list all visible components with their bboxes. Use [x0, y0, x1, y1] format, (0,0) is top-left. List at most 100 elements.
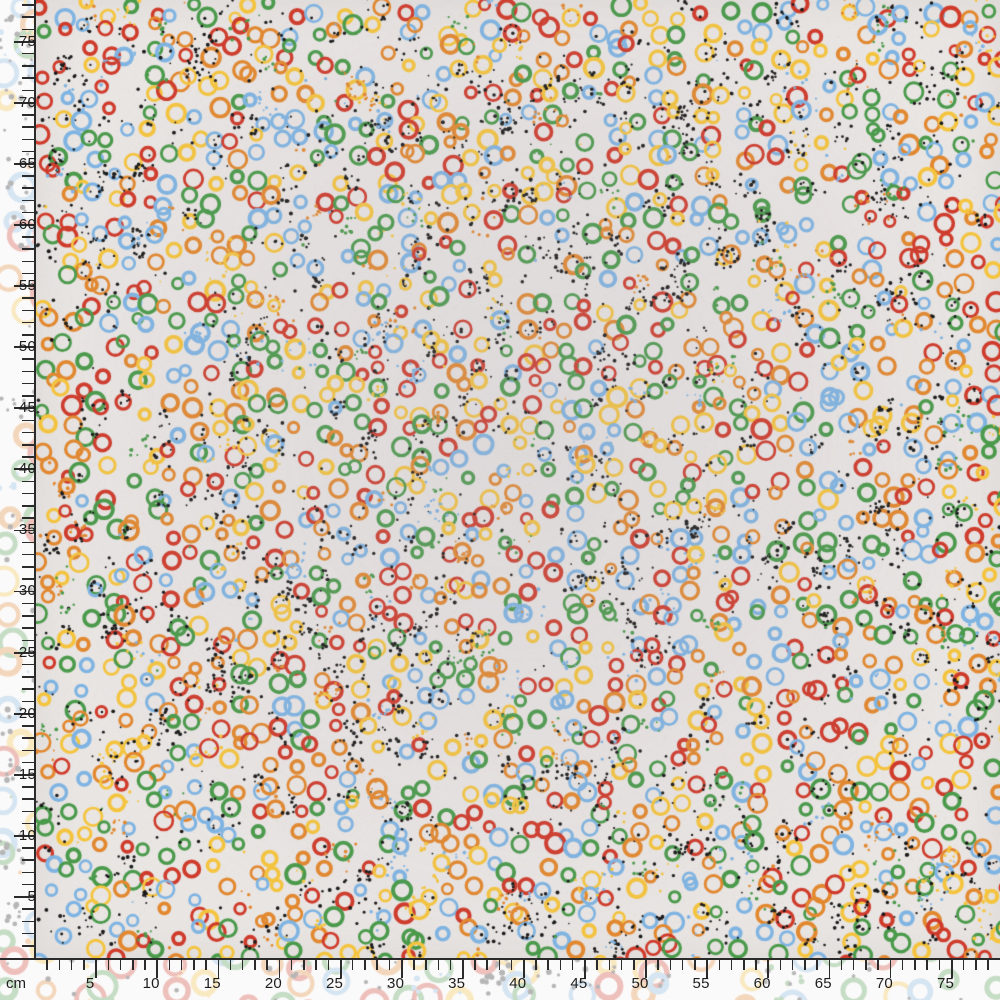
horizontal-ruler-tick — [975, 958, 977, 970]
horizontal-ruler-label: 15 — [203, 975, 221, 992]
vertical-ruler-label: 65 — [18, 154, 36, 172]
horizontal-ruler-tick — [596, 958, 598, 970]
horizontal-ruler-major-tick — [645, 958, 648, 978]
horizontal-ruler-tick — [119, 958, 122, 970]
horizontal-ruler-tick — [926, 958, 928, 970]
horizontal-ruler-tick — [144, 958, 146, 970]
fabric-pattern-canvas — [35, 0, 1000, 958]
horizontal-ruler-tick — [413, 958, 415, 970]
horizontal-ruler-tick — [608, 958, 611, 970]
horizontal-ruler-label: 25 — [325, 975, 344, 992]
vertical-ruler-tick — [22, 627, 34, 629]
horizontal-ruler-tick — [254, 958, 256, 970]
vertical-ruler-label: 10 — [18, 826, 36, 844]
horizontal-ruler-tick — [229, 958, 232, 970]
horizontal-ruler-major-tick — [828, 958, 831, 978]
vertical-ruler-label: 75 — [18, 32, 36, 50]
vertical-ruler-tick — [22, 4, 34, 6]
fabric-swatch — [35, 0, 1000, 958]
vertical-ruler-tick — [22, 16, 34, 18]
vertical-ruler-tick — [22, 77, 34, 79]
horizontal-ruler-label: 40 — [509, 975, 527, 992]
vertical-ruler-tick — [22, 700, 34, 703]
vertical-ruler-major-tick — [14, 896, 34, 898]
horizontal-ruler-tick — [633, 958, 635, 970]
vertical-ruler-major-tick — [14, 101, 34, 104]
vertical-ruler-tick — [22, 89, 34, 92]
horizontal-ruler-tick — [657, 958, 659, 970]
horizontal-ruler-tick — [938, 958, 941, 970]
vertical-ruler-tick — [22, 126, 34, 128]
vertical-ruler-tick — [22, 761, 34, 764]
horizontal-ruler-tick — [547, 958, 549, 970]
vertical-ruler-major-tick — [14, 529, 34, 532]
vertical-ruler-label: 60 — [18, 215, 36, 233]
horizontal-ruler-tick — [364, 958, 366, 970]
horizontal-ruler-tick — [498, 958, 501, 970]
vertical-ruler-tick — [22, 334, 34, 336]
horizontal-ruler-label: 45 — [570, 975, 588, 992]
vertical-ruler-tick — [22, 28, 34, 31]
horizontal-ruler-tick — [168, 958, 171, 970]
horizontal-ruler-tick — [388, 958, 391, 970]
horizontal-ruler-label: 60 — [753, 975, 771, 992]
horizontal-ruler-tick — [669, 958, 672, 970]
vertical-ruler-tick — [22, 114, 34, 116]
horizontal-ruler-tick — [376, 958, 378, 970]
horizontal-ruler-tick — [987, 958, 989, 970]
horizontal-ruler-tick — [70, 958, 73, 970]
horizontal-ruler-tick — [205, 958, 207, 970]
horizontal-ruler-tick — [816, 958, 818, 970]
vertical-ruler-tick — [22, 211, 34, 214]
vertical-ruler-tick — [22, 822, 34, 825]
horizontal-ruler-tick — [877, 958, 879, 970]
horizontal-ruler-tick — [840, 958, 843, 970]
horizontal-ruler-tick — [290, 958, 293, 970]
vertical-ruler-tick — [22, 480, 34, 483]
vertical-ruler-tick — [22, 749, 34, 751]
horizontal-ruler-label: 5 — [85, 975, 95, 992]
vertical-ruler-tick — [22, 395, 34, 397]
vertical-ruler-tick — [22, 492, 34, 495]
horizontal-ruler-major-tick — [95, 958, 98, 978]
vertical-ruler-tick — [22, 272, 34, 275]
horizontal-ruler-tick — [694, 958, 696, 970]
horizontal-ruler-tick — [303, 958, 305, 970]
horizontal-ruler-tick — [620, 958, 623, 970]
horizontal-ruler-label: 65 — [814, 975, 832, 992]
horizontal-ruler-tick — [315, 958, 317, 970]
vertical-ruler-label: 55 — [18, 276, 36, 294]
vertical-ruler-tick — [22, 871, 34, 874]
vertical-ruler-tick — [22, 676, 34, 678]
horizontal-ruler-tick — [46, 958, 48, 970]
horizontal-ruler-tick — [107, 958, 110, 970]
horizontal-ruler-tick — [804, 958, 806, 970]
vertical-ruler-label: 30 — [18, 582, 36, 600]
horizontal-ruler-tick — [474, 958, 476, 970]
horizontal-ruler-tick — [718, 958, 721, 970]
vertical-ruler-tick — [22, 419, 34, 422]
vertical-ruler-major-tick — [14, 285, 34, 287]
vertical-ruler-tick — [22, 52, 34, 55]
horizontal-ruler-major-tick — [584, 958, 586, 978]
horizontal-ruler-tick — [510, 958, 513, 970]
vertical-ruler-label: 5 — [27, 887, 36, 905]
vertical-ruler-tick — [22, 859, 34, 861]
vertical-ruler-tick — [22, 737, 34, 739]
vertical-ruler-major-tick — [14, 835, 34, 837]
horizontal-ruler-label: 20 — [264, 975, 282, 992]
horizontal-ruler-major-tick — [461, 958, 464, 978]
vertical-ruler-tick — [22, 541, 34, 544]
vertical-ruler-tick — [22, 187, 34, 189]
horizontal-ruler-label: 70 — [875, 975, 893, 992]
horizontal-ruler-label: 10 — [142, 975, 160, 992]
vertical-ruler-tick — [22, 321, 34, 324]
horizontal-ruler-tick — [351, 958, 354, 970]
horizontal-ruler-label: 30 — [387, 975, 405, 992]
horizontal-ruler-tick — [571, 958, 574, 970]
vertical-ruler-label: 50 — [18, 338, 36, 355]
vertical-ruler-major-tick — [14, 40, 34, 43]
horizontal-ruler-tick — [180, 958, 183, 970]
vertical-ruler-tick — [22, 382, 34, 385]
